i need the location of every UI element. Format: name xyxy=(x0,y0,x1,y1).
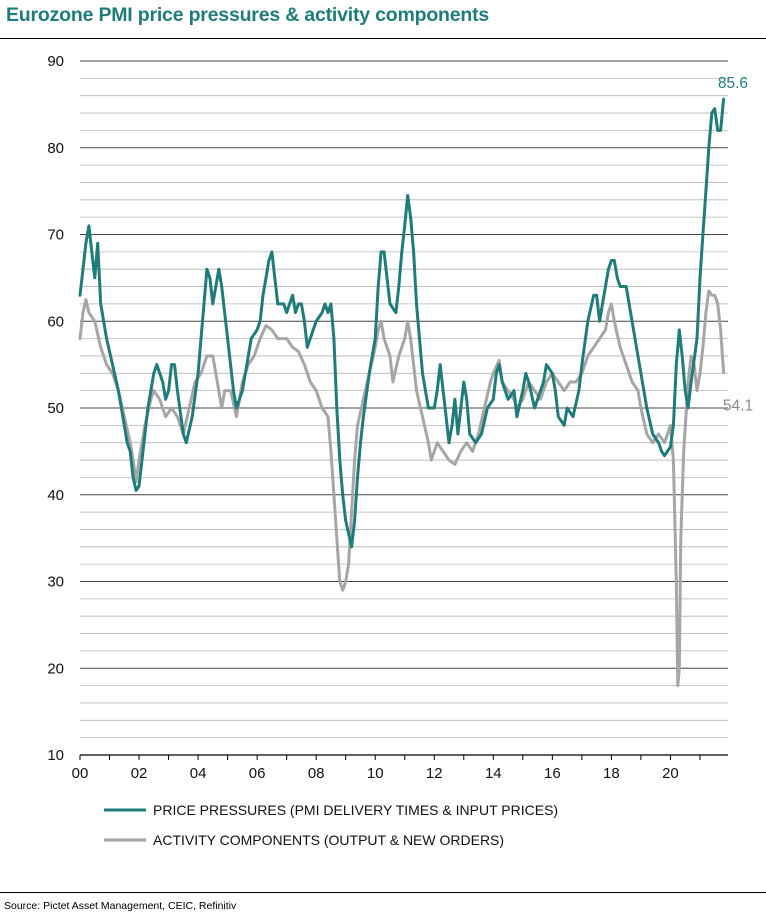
price-pressures-line xyxy=(78,97,726,549)
x-tick-label: 02 xyxy=(131,765,148,782)
x-tick-label: 00 xyxy=(72,765,89,782)
y-tick-label: 30 xyxy=(47,574,64,591)
x-tick-label: 08 xyxy=(308,765,325,782)
legend-label-activity: ACTIVITY COMPONENTS (OUTPUT & NEW ORDERS… xyxy=(153,832,504,848)
x-tick-label: 20 xyxy=(662,765,679,782)
x-axis: 00 02 04 06 08 10 12 14 16 18 20 xyxy=(72,754,728,782)
activity-components-line xyxy=(78,289,726,688)
x-tick-label: 18 xyxy=(603,765,620,782)
x-tick-label: 14 xyxy=(485,765,502,782)
y-tick-label: 40 xyxy=(47,487,64,504)
y-tick-label: 60 xyxy=(47,313,64,330)
end-labels: 85.6 54.1 xyxy=(718,75,753,414)
y-tick-label: 10 xyxy=(47,747,64,764)
legend-label-price: PRICE PRESSURES (PMI DELIVERY TIMES & IN… xyxy=(153,802,558,818)
x-tick-label: 10 xyxy=(367,765,384,782)
x-tick-label: 04 xyxy=(190,765,207,782)
legend: PRICE PRESSURES (PMI DELIVERY TIMES & IN… xyxy=(104,802,558,848)
y-tick-label: 20 xyxy=(47,660,64,677)
y-tick-label: 50 xyxy=(47,400,64,417)
bottom-rule xyxy=(0,892,766,893)
activity-end-label: 54.1 xyxy=(723,397,753,414)
price-end-label: 85.6 xyxy=(718,75,748,92)
x-tick-label: 06 xyxy=(249,765,266,782)
x-tick-label: 16 xyxy=(544,765,561,782)
chart-title: Eurozone PMI price pressures & activity … xyxy=(6,4,490,26)
series-lines xyxy=(78,97,726,688)
source-note: Source: Pictet Asset Management, CEIC, R… xyxy=(4,900,237,912)
y-tick-label: 80 xyxy=(47,140,64,157)
y-tick-label: 70 xyxy=(47,227,64,244)
top-rule xyxy=(0,38,766,39)
x-tick-label: 12 xyxy=(426,765,443,782)
y-axis-tick-labels: 10 20 30 40 50 60 70 80 90 xyxy=(47,53,64,764)
gridlines xyxy=(80,60,728,739)
y-tick-label: 90 xyxy=(47,53,64,70)
